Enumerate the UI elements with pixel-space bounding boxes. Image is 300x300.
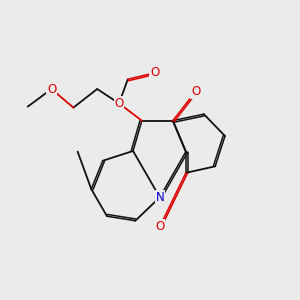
Text: O: O [47,82,56,95]
Text: O: O [114,97,124,110]
Text: O: O [191,85,200,98]
Text: O: O [150,66,160,79]
Text: N: N [155,191,164,204]
Text: O: O [155,220,164,233]
